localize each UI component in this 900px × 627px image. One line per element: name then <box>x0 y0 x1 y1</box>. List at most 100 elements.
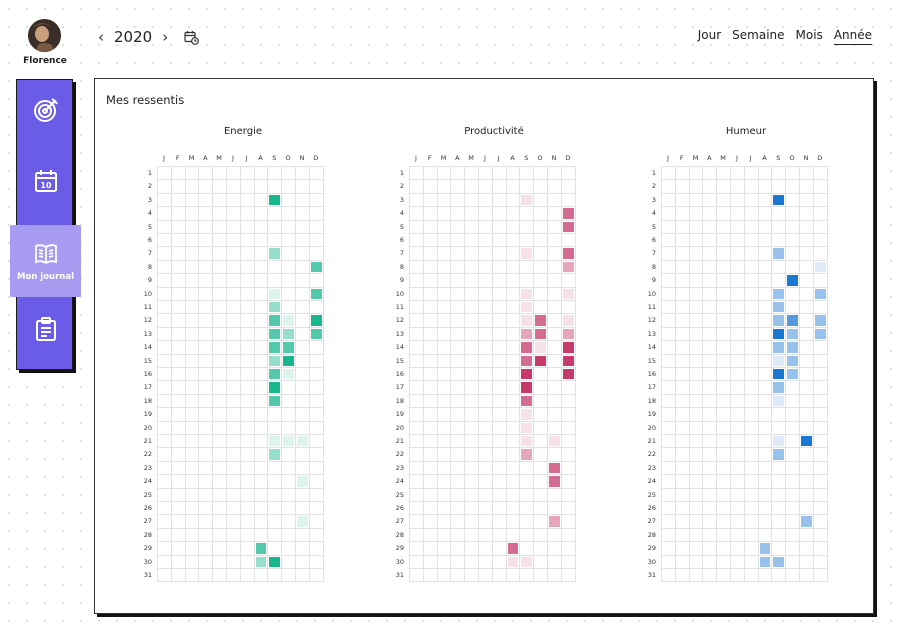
heatmap-cell[interactable] <box>758 488 773 502</box>
heatmap-cell[interactable] <box>185 220 200 234</box>
heatmap-cell[interactable] <box>492 287 507 301</box>
heatmap-cell[interactable] <box>492 515 507 529</box>
heatmap-cell[interactable] <box>703 327 718 342</box>
heatmap-cell[interactable] <box>561 408 576 422</box>
heatmap-cell[interactable] <box>296 569 310 583</box>
heatmap-cell[interactable] <box>240 207 255 221</box>
heatmap-cell[interactable] <box>309 488 324 502</box>
heatmap-cell[interactable] <box>561 234 576 248</box>
heatmap-cell[interactable] <box>296 234 310 248</box>
heatmap-cell[interactable] <box>410 167 424 181</box>
heatmap-cell[interactable] <box>800 448 814 462</box>
heatmap-cell[interactable] <box>254 314 269 328</box>
heatmap-cell[interactable] <box>479 287 493 301</box>
heatmap-cell[interactable] <box>772 368 787 382</box>
heatmap-cell[interactable] <box>296 220 310 234</box>
heatmap-cell[interactable] <box>689 354 704 368</box>
heatmap-cell[interactable] <box>786 301 800 315</box>
heatmap-cell[interactable] <box>731 314 745 328</box>
heatmap-cell[interactable] <box>744 274 759 288</box>
heatmap-cell[interactable] <box>296 247 310 261</box>
heatmap-cell[interactable] <box>437 408 452 422</box>
heatmap-cell[interactable] <box>492 207 507 221</box>
heatmap-cell[interactable] <box>479 301 493 315</box>
heatmap-cell[interactable] <box>410 421 424 435</box>
heatmap-cell[interactable] <box>548 515 562 529</box>
heatmap-cell[interactable] <box>268 247 283 261</box>
heatmap-cell[interactable] <box>423 448 438 462</box>
heatmap-cell[interactable] <box>451 394 466 409</box>
heatmap-cell[interactable] <box>520 408 535 422</box>
heatmap-cell[interactable] <box>199 461 214 476</box>
heatmap-cell[interactable] <box>689 555 704 569</box>
heatmap-cell[interactable] <box>185 193 200 208</box>
heatmap-cell[interactable] <box>731 569 745 583</box>
heatmap-cell[interactable] <box>437 421 452 435</box>
heatmap-cell[interactable] <box>309 448 324 462</box>
heatmap-cell[interactable] <box>800 461 814 476</box>
heatmap-cell[interactable] <box>772 207 787 221</box>
heatmap-cell[interactable] <box>534 488 548 502</box>
heatmap-cell[interactable] <box>758 354 773 368</box>
heatmap-cell[interactable] <box>282 260 296 275</box>
heatmap-cell[interactable] <box>213 247 227 261</box>
heatmap-cell[interactable] <box>534 274 548 288</box>
heatmap-cell[interactable] <box>731 220 745 234</box>
heatmap-cell[interactable] <box>800 515 814 529</box>
heatmap-cell[interactable] <box>171 528 186 543</box>
heatmap-cell[interactable] <box>492 381 507 395</box>
heatmap-cell[interactable] <box>675 301 690 315</box>
heatmap-cell[interactable] <box>772 180 787 194</box>
heatmap-cell[interactable] <box>689 488 704 502</box>
heatmap-cell[interactable] <box>185 435 200 449</box>
heatmap-cell[interactable] <box>717 354 731 368</box>
heatmap-cell[interactable] <box>744 408 759 422</box>
heatmap-cell[interactable] <box>268 368 283 382</box>
heatmap-cell[interactable] <box>786 528 800 543</box>
heatmap-cell[interactable] <box>213 394 227 409</box>
heatmap-cell[interactable] <box>520 341 535 355</box>
heatmap-cell[interactable] <box>309 327 324 342</box>
heatmap-cell[interactable] <box>520 314 535 328</box>
heatmap-cell[interactable] <box>185 301 200 315</box>
heatmap-cell[interactable] <box>423 515 438 529</box>
heatmap-cell[interactable] <box>717 260 731 275</box>
heatmap-cell[interactable] <box>213 207 227 221</box>
heatmap-cell[interactable] <box>410 220 424 234</box>
heatmap-cell[interactable] <box>268 421 283 435</box>
heatmap-cell[interactable] <box>282 301 296 315</box>
heatmap-cell[interactable] <box>282 435 296 449</box>
heatmap-cell[interactable] <box>213 461 227 476</box>
heatmap-cell[interactable] <box>185 247 200 261</box>
heatmap-cell[interactable] <box>520 475 535 489</box>
heatmap-cell[interactable] <box>479 475 493 489</box>
heatmap-cell[interactable] <box>410 542 424 556</box>
heatmap-cell[interactable] <box>548 542 562 556</box>
heatmap-cell[interactable] <box>451 260 466 275</box>
heatmap-cell[interactable] <box>185 488 200 502</box>
heatmap-cell[interactable] <box>479 180 493 194</box>
heatmap-cell[interactable] <box>451 408 466 422</box>
heatmap-cell[interactable] <box>561 180 576 194</box>
heatmap-cell[interactable] <box>451 301 466 315</box>
heatmap-cell[interactable] <box>227 327 241 342</box>
heatmap-cell[interactable] <box>296 193 310 208</box>
heatmap-cell[interactable] <box>492 234 507 248</box>
avatar[interactable] <box>28 19 61 52</box>
heatmap-cell[interactable] <box>520 515 535 529</box>
heatmap-cell[interactable] <box>437 260 452 275</box>
heatmap-cell[interactable] <box>309 542 324 556</box>
heatmap-cell[interactable] <box>240 260 255 275</box>
heatmap-cell[interactable] <box>296 167 310 181</box>
heatmap-cell[interactable] <box>213 274 227 288</box>
heatmap-cell[interactable] <box>296 341 310 355</box>
heatmap-cell[interactable] <box>254 408 269 422</box>
heatmap-cell[interactable] <box>479 569 493 583</box>
heatmap-cell[interactable] <box>227 475 241 489</box>
heatmap-cell[interactable] <box>506 301 521 315</box>
heatmap-cell[interactable] <box>731 435 745 449</box>
heatmap-cell[interactable] <box>731 354 745 368</box>
heatmap-cell[interactable] <box>199 448 214 462</box>
heatmap-cell[interactable] <box>296 475 310 489</box>
heatmap-cell[interactable] <box>744 448 759 462</box>
